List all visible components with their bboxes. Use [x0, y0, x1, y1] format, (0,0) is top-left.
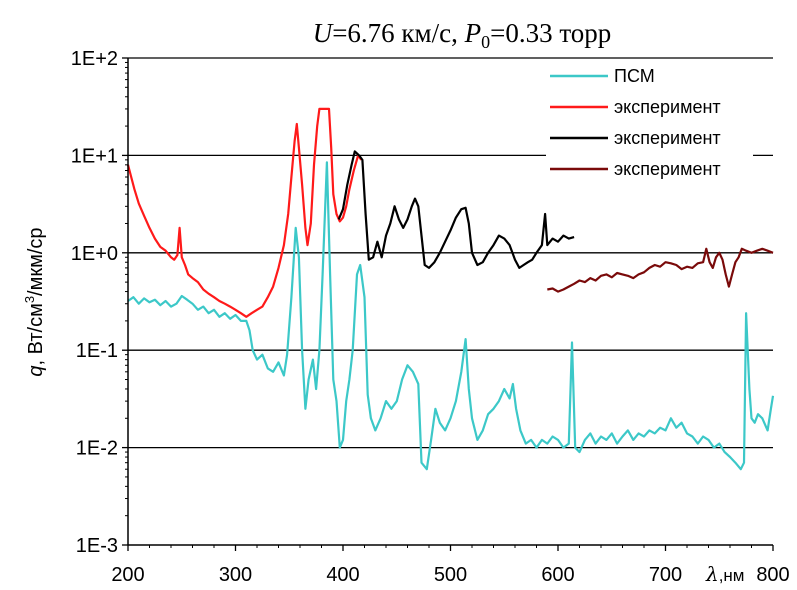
series-line-0	[127, 161, 775, 471]
y-axis: 1E-3 1E-2 1E-1 1E+0 1E+1 1E+2	[71, 48, 129, 557]
series-lines	[126, 107, 775, 471]
y-tick-label: 1E-1	[76, 340, 118, 362]
x-unit-label-bg	[700, 562, 748, 588]
y-label-sup: 3	[22, 296, 37, 303]
y-label-var: q	[25, 365, 47, 376]
title-u-eq: =6.76 км/с,	[332, 18, 464, 48]
y-axis-label: q, Вт/см3/мкм/ср	[22, 227, 47, 376]
x-tick-label: 400	[326, 564, 359, 586]
x-unit-label-text: λ,нм	[705, 562, 745, 586]
title-p-eq: =0.33 торр	[490, 18, 611, 48]
x-tick-label: 800	[756, 564, 789, 586]
legend-label-1: эксперимент	[614, 97, 721, 117]
chart-title: U=6.76 км/с, P0=0.33 торр	[313, 18, 612, 52]
y-tick-label: 1E+1	[71, 145, 118, 167]
x-unit-label: λ,нм	[700, 562, 748, 588]
y-tick-label: 1E+0	[71, 243, 118, 265]
title-u: U	[313, 18, 334, 48]
y-tick-label: 1E-3	[76, 535, 118, 557]
y-label-units-b: /мкм/ср	[25, 227, 47, 296]
x-axis: 200 300 400 500 600 700 800	[111, 544, 790, 586]
y-label-units-a: , Вт/см	[25, 303, 47, 365]
x-tick-label: 700	[649, 564, 682, 586]
x-tick-label: 500	[434, 564, 467, 586]
x-tick-label: 200	[111, 564, 144, 586]
x-unit-nm: ,нм	[719, 566, 745, 585]
legend-label-2: эксперимент	[614, 128, 721, 148]
series-line-2	[337, 150, 575, 269]
legend: ПСМ эксперимент эксперимент эксперимент	[546, 61, 753, 182]
title-p: P	[464, 18, 482, 48]
x-tick-label: 600	[541, 564, 574, 586]
legend-label-0: ПСМ	[614, 66, 655, 86]
y-tick-label: 1E-2	[76, 438, 118, 460]
series-line-1	[126, 107, 363, 318]
x-tick-label: 300	[219, 564, 252, 586]
title-p-sub: 0	[481, 32, 490, 52]
series-line-3	[547, 247, 774, 293]
x-unit-lambda: λ	[705, 562, 719, 586]
legend-label-3: эксперимент	[614, 159, 721, 179]
y-tick-label: 1E+2	[71, 48, 118, 70]
